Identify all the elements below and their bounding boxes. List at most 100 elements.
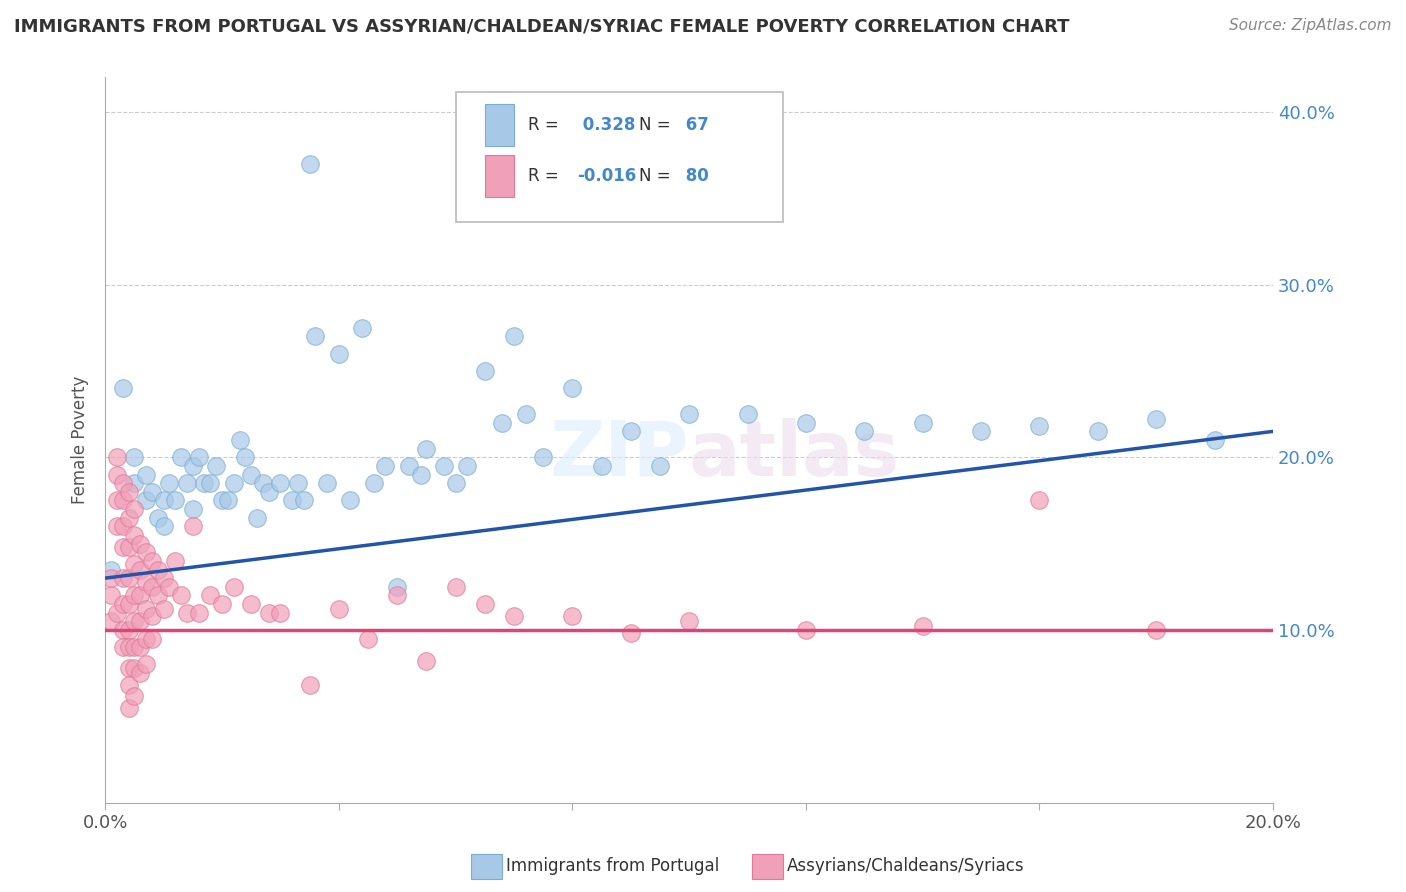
Point	[1028, 493, 1050, 508]
Point	[235, 450, 257, 465]
Text: Source: ZipAtlas.com: Source: ZipAtlas.com	[1229, 18, 1392, 33]
Point	[117, 597, 139, 611]
Point	[105, 450, 128, 465]
Point	[146, 510, 169, 524]
Point	[193, 476, 215, 491]
Point	[217, 493, 239, 508]
Point	[176, 476, 198, 491]
Point	[129, 640, 152, 655]
Point	[257, 606, 280, 620]
Text: ZIP: ZIP	[550, 417, 689, 491]
Point	[124, 558, 146, 572]
Point	[187, 606, 209, 620]
Point	[200, 476, 222, 491]
Point	[124, 640, 146, 655]
Point	[292, 493, 315, 508]
Point	[117, 540, 139, 554]
Point	[491, 416, 513, 430]
Point	[181, 458, 204, 473]
Point	[1144, 412, 1167, 426]
Point	[146, 562, 169, 576]
Point	[117, 640, 139, 655]
Point	[287, 476, 309, 491]
Point	[363, 476, 385, 491]
Point	[357, 632, 380, 646]
Point	[970, 425, 993, 439]
Point	[648, 458, 671, 473]
Point	[352, 320, 374, 334]
Point	[228, 433, 250, 447]
Point	[135, 657, 157, 672]
FancyBboxPatch shape	[456, 92, 783, 222]
Point	[129, 536, 152, 550]
Point	[165, 554, 187, 568]
Point	[298, 678, 321, 692]
Point	[240, 597, 263, 611]
Point	[129, 666, 152, 681]
Point	[111, 381, 134, 395]
Point	[117, 484, 139, 499]
Point	[124, 528, 146, 542]
Point	[146, 588, 169, 602]
Point	[165, 493, 187, 508]
Point	[111, 540, 134, 554]
Point	[100, 571, 122, 585]
Point	[117, 678, 139, 692]
Point	[111, 476, 134, 491]
Point	[211, 493, 233, 508]
Point	[531, 450, 554, 465]
Text: 80: 80	[679, 167, 709, 185]
Point	[911, 619, 934, 633]
Point	[205, 458, 228, 473]
Point	[117, 700, 139, 714]
Point	[111, 493, 134, 508]
Point	[794, 623, 817, 637]
Text: Assyrians/Chaldeans/Syriacs: Assyrians/Chaldeans/Syriacs	[787, 857, 1025, 875]
Point	[111, 519, 134, 533]
Point	[159, 476, 181, 491]
Point	[474, 364, 496, 378]
Text: R =: R =	[529, 116, 558, 135]
Point	[252, 476, 274, 491]
Point	[211, 597, 233, 611]
Point	[620, 626, 643, 640]
Point	[141, 580, 163, 594]
Point	[503, 609, 526, 624]
Point	[111, 640, 134, 655]
Point	[129, 615, 152, 629]
Point	[181, 519, 204, 533]
Point	[339, 493, 361, 508]
Point	[152, 519, 174, 533]
Point	[503, 329, 526, 343]
Text: IMMIGRANTS FROM PORTUGAL VS ASSYRIAN/CHALDEAN/SYRIAC FEMALE POVERTY CORRELATION : IMMIGRANTS FROM PORTUGAL VS ASSYRIAN/CHA…	[14, 18, 1070, 36]
Point	[105, 606, 128, 620]
Point	[474, 597, 496, 611]
Point	[433, 458, 456, 473]
Point	[269, 476, 291, 491]
Point	[124, 476, 146, 491]
Point	[170, 450, 193, 465]
Point	[124, 661, 146, 675]
Point	[561, 381, 583, 395]
Point	[678, 407, 700, 421]
Point	[456, 458, 478, 473]
Text: R =: R =	[529, 167, 558, 185]
Point	[187, 450, 209, 465]
FancyBboxPatch shape	[485, 104, 515, 146]
Point	[561, 609, 583, 624]
Point	[385, 588, 408, 602]
Point	[269, 606, 291, 620]
Point	[105, 519, 128, 533]
Point	[124, 615, 146, 629]
FancyBboxPatch shape	[485, 155, 515, 197]
Point	[152, 571, 174, 585]
Point	[853, 425, 876, 439]
Point	[105, 493, 128, 508]
Point	[111, 571, 134, 585]
Point	[298, 157, 321, 171]
Point	[444, 476, 467, 491]
Point	[304, 329, 326, 343]
Text: 0.328: 0.328	[576, 116, 636, 135]
Point	[444, 580, 467, 594]
Point	[415, 654, 437, 668]
